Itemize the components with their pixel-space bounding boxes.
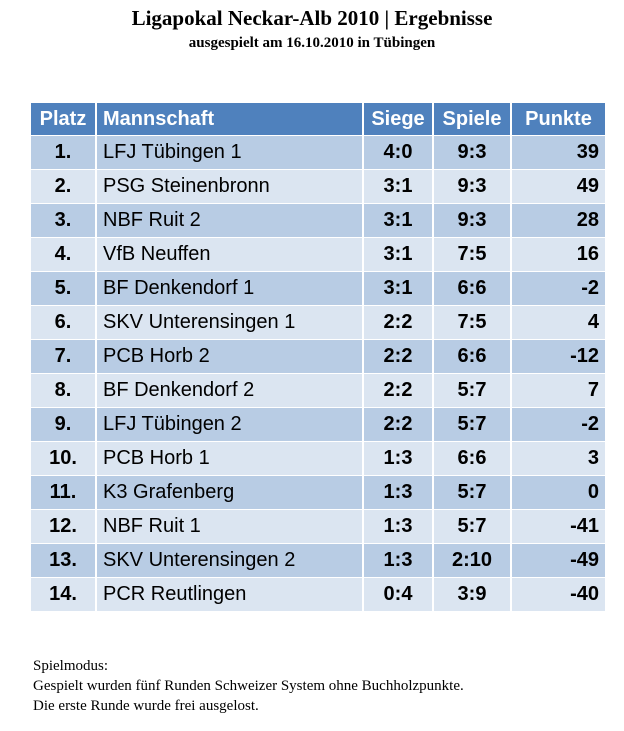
table-row: 7. PCB Horb 2 2:2 6:6 -12 — [31, 339, 605, 374]
results-table: Platz Mannschaft Siege Spiele Punkte 1. L… — [31, 103, 605, 611]
notes-line-1: Gespielt wurden fünf Runden Schweizer Sy… — [33, 678, 464, 694]
page-subtitle: ausgespielt am 16.10.2010 in Tübingen — [188, 35, 436, 51]
cell-punkte: 49 — [510, 169, 605, 204]
cell-mannschaft: K3 Grafenberg — [95, 475, 363, 510]
cell-punkte: 0 — [510, 475, 605, 510]
table-row: 11. K3 Grafenberg 1:3 5:7 0 — [31, 475, 605, 510]
cell-platz: 7. — [31, 339, 96, 374]
cell-platz: 4. — [31, 237, 96, 272]
cell-mannschaft: PCB Horb 1 — [95, 441, 363, 476]
cell-siege: 4:0 — [362, 135, 433, 170]
cell-platz: 3. — [31, 203, 96, 238]
cell-siege: 1:3 — [362, 509, 433, 544]
cell-spiele: 9:3 — [432, 203, 511, 238]
cell-platz: 2. — [31, 169, 96, 204]
cell-spiele: 5:7 — [432, 509, 511, 544]
cell-spiele: 7:5 — [432, 237, 511, 272]
cell-mannschaft: VfB Neuffen — [95, 237, 363, 272]
page-title: Ligapokal Neckar-Alb 2010 | Ergebnisse — [131, 6, 493, 30]
cell-mannschaft: PSG Steinenbronn — [95, 169, 363, 204]
cell-mannschaft: BF Denkendorf 1 — [95, 271, 363, 306]
cell-spiele: 6:6 — [432, 339, 511, 374]
cell-mannschaft: BF Denkendorf 2 — [95, 373, 363, 408]
column-header-siege: Siege — [362, 103, 433, 136]
table-row: 12. NBF Ruit 1 1:3 5:7 -41 — [31, 509, 605, 544]
cell-spiele: 5:7 — [432, 373, 511, 408]
cell-mannschaft: SKV Unterensingen 1 — [95, 305, 363, 340]
cell-spiele: 9:3 — [432, 169, 511, 204]
cell-punkte: 3 — [510, 441, 605, 476]
table-row: 10. PCB Horb 1 1:3 6:6 3 — [31, 441, 605, 476]
cell-platz: 14. — [31, 577, 96, 611]
header-row: Platz Mannschaft Siege Spiele Punkte — [31, 103, 605, 136]
table-row: 6. SKV Unterensingen 1 2:2 7:5 4 — [31, 305, 605, 340]
cell-platz: 8. — [31, 373, 96, 408]
cell-platz: 6. — [31, 305, 96, 340]
cell-punkte: 39 — [510, 135, 605, 170]
cell-platz: 10. — [31, 441, 96, 476]
cell-mannschaft: PCB Horb 2 — [95, 339, 363, 374]
results-table-header: Platz Mannschaft Siege Spiele Punkte — [31, 103, 605, 136]
cell-siege: 2:2 — [362, 339, 433, 374]
cell-punkte: -40 — [510, 577, 605, 611]
table-row: 9. LFJ Tübingen 2 2:2 5:7 -2 — [31, 407, 605, 442]
table-row: 14. PCR Reutlingen 0:4 3:9 -40 — [31, 577, 605, 611]
cell-siege: 3:1 — [362, 271, 433, 306]
table-row: 2. PSG Steinenbronn 3:1 9:3 49 — [31, 169, 605, 204]
cell-spiele: 5:7 — [432, 475, 511, 510]
cell-siege: 1:3 — [362, 441, 433, 476]
cell-platz: 5. — [31, 271, 96, 306]
cell-siege: 2:2 — [362, 305, 433, 340]
cell-punkte: -2 — [510, 407, 605, 442]
cell-mannschaft: NBF Ruit 2 — [95, 203, 363, 238]
cell-siege: 1:3 — [362, 475, 433, 510]
cell-punkte: 16 — [510, 237, 605, 272]
cell-mannschaft: LFJ Tübingen 2 — [95, 407, 363, 442]
table-row: 4. VfB Neuffen 3:1 7:5 16 — [31, 237, 605, 272]
cell-punkte: -12 — [510, 339, 605, 374]
column-header-spiele: Spiele — [432, 103, 511, 136]
cell-platz: 12. — [31, 509, 96, 544]
cell-spiele: 9:3 — [432, 135, 511, 170]
column-header-platz: Platz — [31, 103, 96, 136]
table-row: 8. BF Denkendorf 2 2:2 5:7 7 — [31, 373, 605, 408]
results-table-body: 1. LFJ Tübingen 1 4:0 9:3 39 2. PSG Steinenbro… — [31, 135, 605, 611]
cell-siege: 3:1 — [362, 203, 433, 238]
cell-platz: 1. — [31, 135, 96, 170]
cell-spiele: 2:10 — [432, 543, 511, 578]
cell-punkte: -49 — [510, 543, 605, 578]
cell-siege: 0:4 — [362, 577, 433, 611]
table-row: 5. BF Denkendorf 1 3:1 6:6 -2 — [31, 271, 605, 306]
cell-siege: 1:3 — [362, 543, 433, 578]
cell-mannschaft: SKV Unterensingen 2 — [95, 543, 363, 578]
column-header-mannschaft: Mannschaft — [95, 103, 363, 136]
cell-punkte: 28 — [510, 203, 605, 238]
cell-punkte: 7 — [510, 373, 605, 408]
cell-spiele: 3:9 — [432, 577, 511, 611]
cell-spiele: 7:5 — [432, 305, 511, 340]
cell-spiele: 6:6 — [432, 271, 511, 306]
cell-platz: 13. — [31, 543, 96, 578]
cell-punkte: -41 — [510, 509, 605, 544]
cell-siege: 3:1 — [362, 237, 433, 272]
cell-siege: 2:2 — [362, 407, 433, 442]
cell-punkte: 4 — [510, 305, 605, 340]
table-row: 1. LFJ Tübingen 1 4:0 9:3 39 — [31, 135, 605, 170]
cell-spiele: 6:6 — [432, 441, 511, 476]
cell-siege: 3:1 — [362, 169, 433, 204]
cell-siege: 2:2 — [362, 373, 433, 408]
cell-mannschaft: LFJ Tübingen 1 — [95, 135, 363, 170]
column-header-punkte: Punkte — [510, 103, 605, 136]
cell-mannschaft: PCR Reutlingen — [95, 577, 363, 611]
cell-platz: 11. — [31, 475, 96, 510]
table-row: 13. SKV Unterensingen 2 1:3 2:10 -49 — [31, 543, 605, 578]
notes-line-2: Die erste Runde wurde frei ausgelost. — [33, 698, 259, 714]
cell-platz: 9. — [31, 407, 96, 442]
table-row: 3. NBF Ruit 2 3:1 9:3 28 — [31, 203, 605, 238]
cell-punkte: -2 — [510, 271, 605, 306]
notes: Spielmodus: Gespielt wurden fünf Runden … — [33, 656, 613, 716]
cell-mannschaft: NBF Ruit 1 — [95, 509, 363, 544]
cell-spiele: 5:7 — [432, 407, 511, 442]
notes-heading: Spielmodus: — [33, 658, 109, 674]
